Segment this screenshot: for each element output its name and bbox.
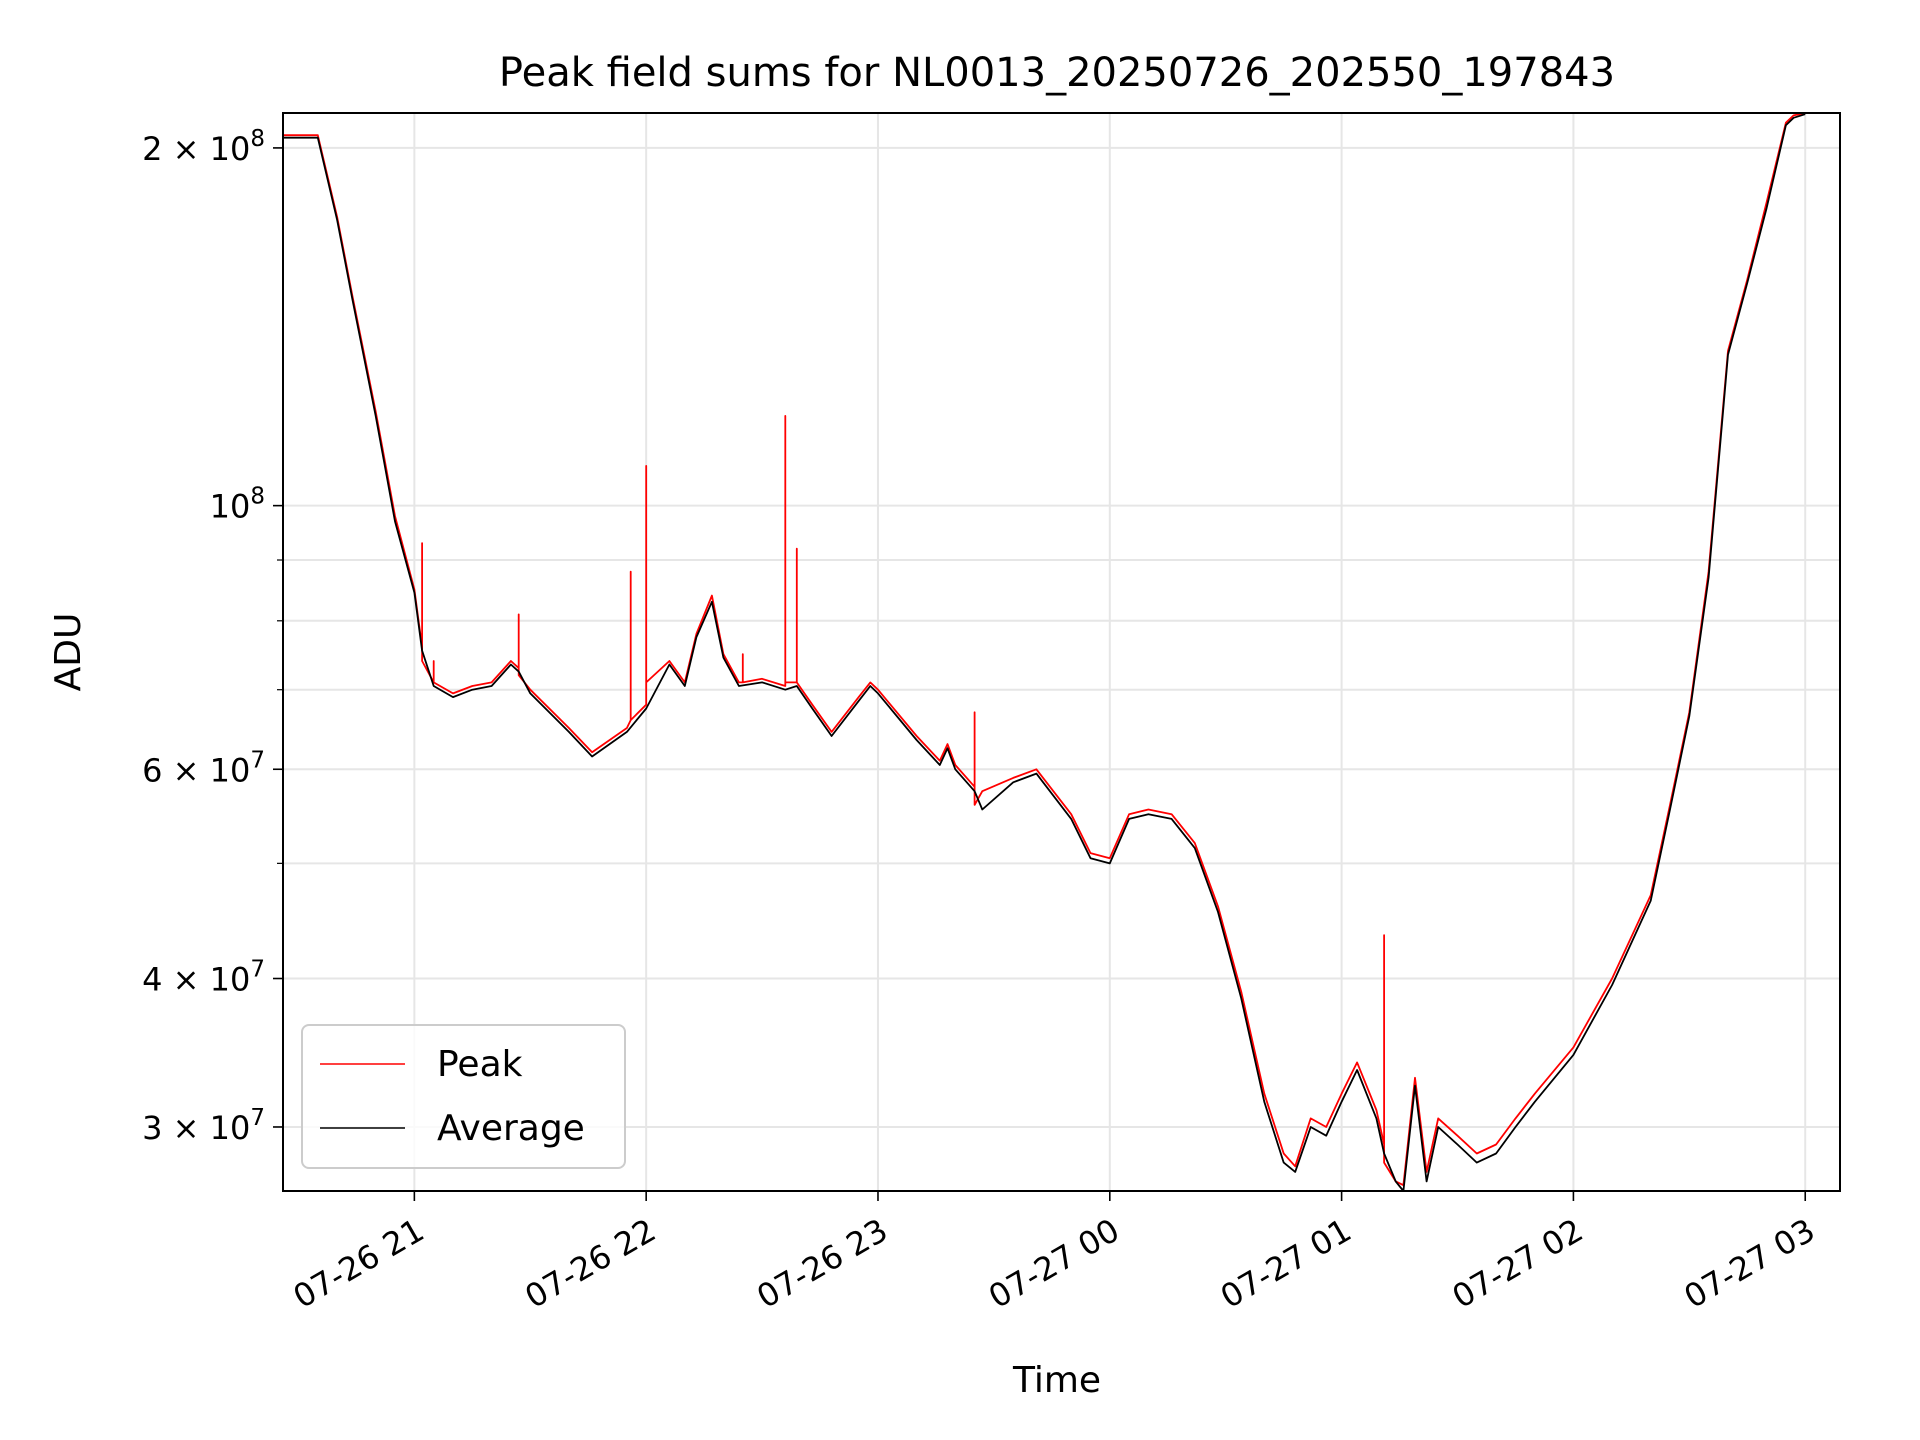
legend-label-average: Average xyxy=(437,1108,585,1149)
y-tick-label: 6 × 107 xyxy=(142,747,265,789)
y-tick-label: 2 × 108 xyxy=(142,126,265,168)
plot-frame xyxy=(282,112,1841,1192)
x-axis-label: Time xyxy=(1012,1360,1101,1401)
y-tick-label: 108 xyxy=(210,484,265,526)
legend: Peak Average xyxy=(301,1024,626,1169)
series-line-average xyxy=(283,113,1806,1192)
y-axis-label: ADU xyxy=(48,613,89,692)
legend-label-peak: Peak xyxy=(437,1044,523,1085)
y-tick-label: 3 × 107 xyxy=(142,1105,265,1147)
y-tick-label: 4 × 107 xyxy=(142,957,265,999)
series-layer xyxy=(283,112,1806,1192)
series-line-peak xyxy=(283,112,1806,1187)
chart-title: Peak field sums for NL0013_20250726_2025… xyxy=(499,50,1615,96)
legend-frame xyxy=(301,1024,626,1169)
axes xyxy=(273,112,1841,1201)
